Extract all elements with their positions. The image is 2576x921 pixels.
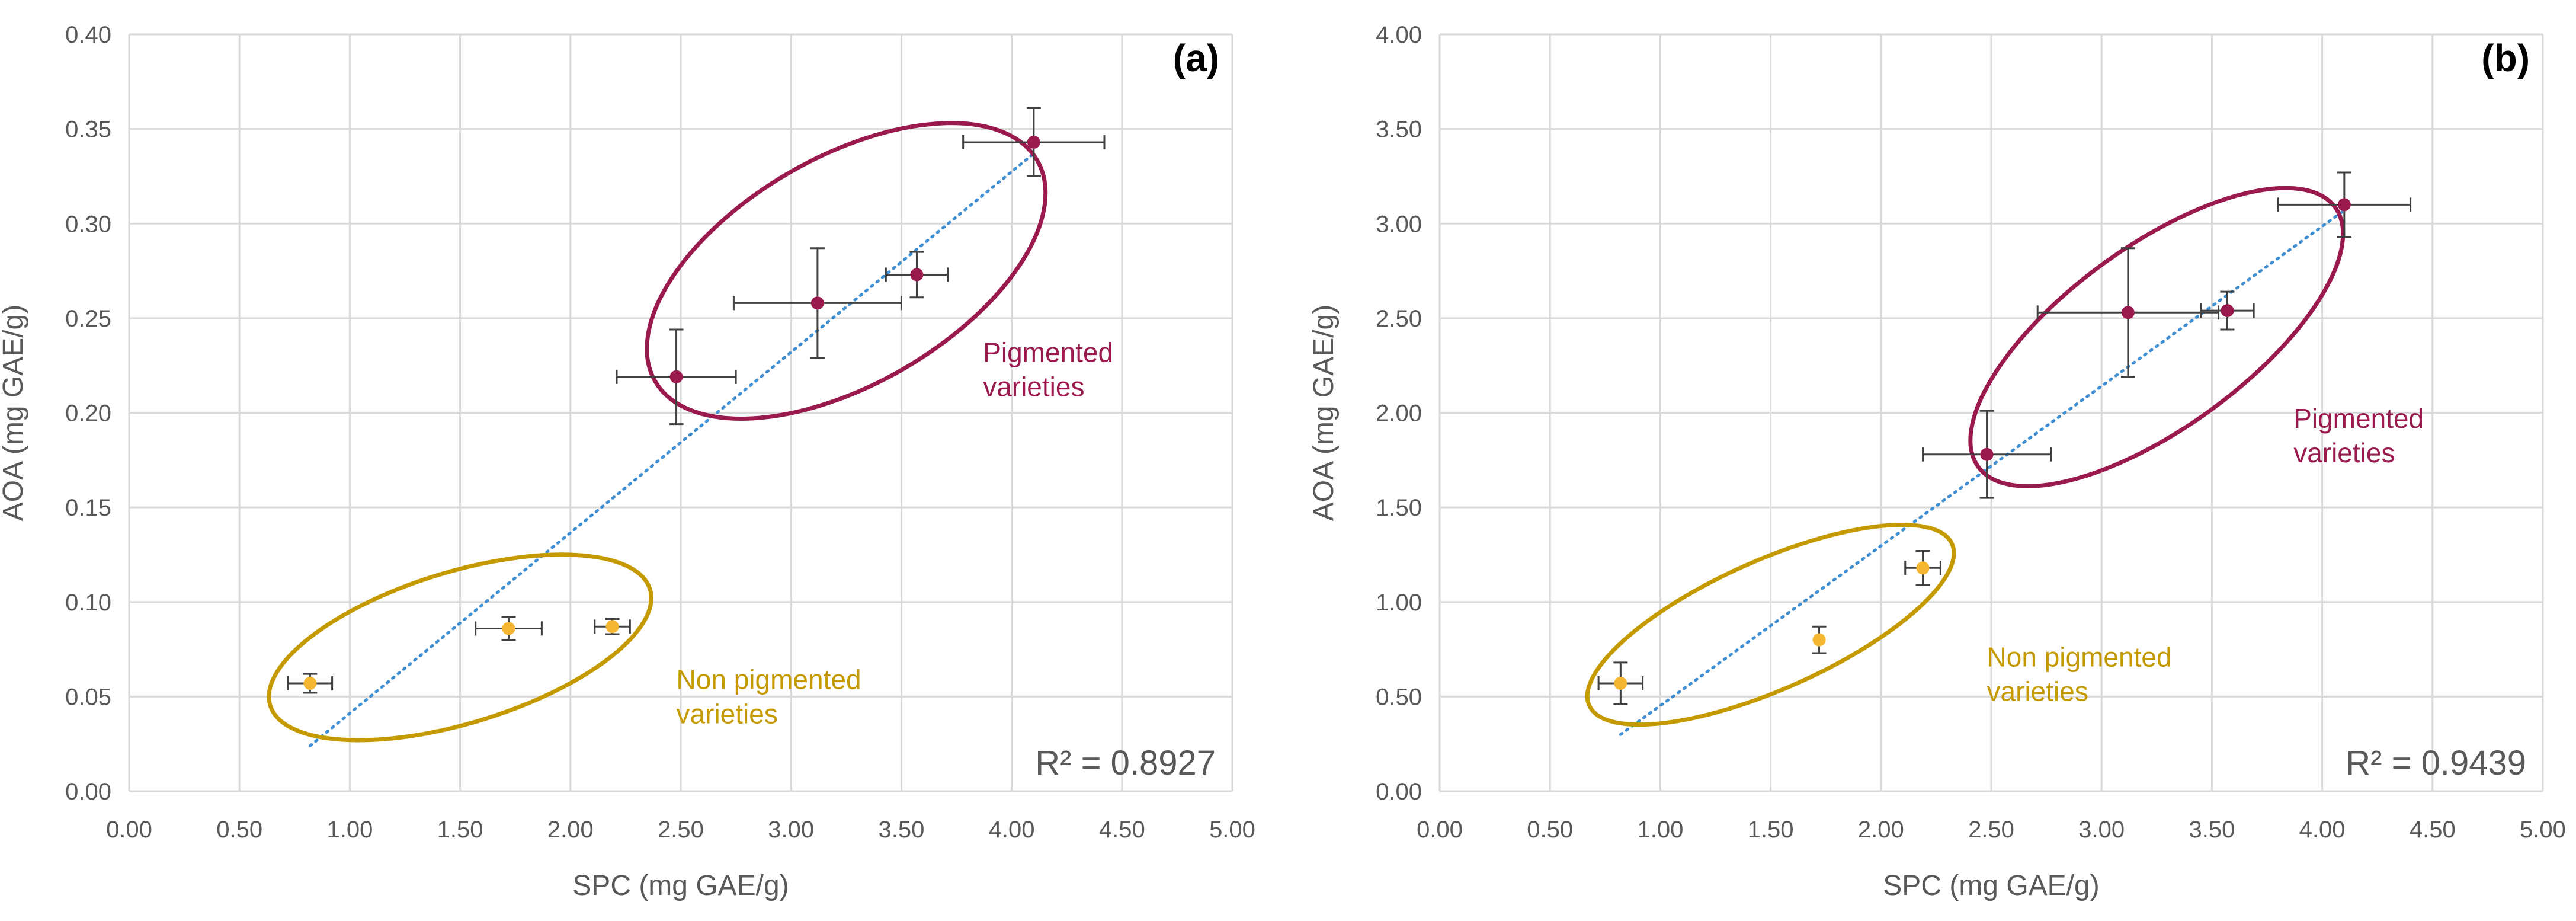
y-tick-label: 0.15	[65, 495, 111, 521]
y-tick-label: 0.00	[1376, 779, 1422, 805]
pigmented-annotation-line2: varieties	[2293, 437, 2395, 468]
nonpigmented-data-point	[1916, 561, 1930, 575]
x-tick-label: 0.00	[106, 817, 152, 843]
x-tick-label: 3.00	[2078, 817, 2125, 843]
x-tick-label: 1.00	[1637, 817, 1683, 843]
nonpigmented-data-point	[605, 620, 619, 634]
pigmented-data-point	[1027, 135, 1040, 149]
x-tick-label: 5.00	[2520, 817, 2566, 843]
x-tick-label: 1.00	[326, 817, 373, 843]
trendline	[308, 152, 1036, 747]
pigmented-data-point	[2221, 304, 2234, 318]
x-tick-label: 2.00	[1858, 817, 1904, 843]
pigmented-data-point	[2121, 306, 2135, 319]
nonpigmented-annotation-line2: varieties	[677, 699, 778, 730]
nonpigmented-group-ellipse	[267, 552, 653, 743]
x-axis-title: SPC (mg GAE/g)	[572, 870, 789, 901]
x-tick-label: 2.00	[547, 817, 594, 843]
y-tick-label: 0.05	[65, 684, 111, 710]
pigmented-data-point	[2337, 198, 2351, 212]
x-tick-label: 1.50	[437, 817, 483, 843]
x-tick-label: 4.00	[2299, 817, 2346, 843]
panel-a: 0.00 0.50 1.00 1.50 2.00 2.50 3.00 3.50 4.00 4.50…	[0, 22, 1255, 901]
x-tick-label: 1.50	[1748, 817, 1794, 843]
x-tick-label: 4.50	[1099, 817, 1145, 843]
pigmented-group-ellipse	[645, 121, 1048, 421]
pigmented-data-point	[910, 268, 924, 282]
y-tick-label: 0.30	[65, 211, 111, 237]
y-tick-label: 1.50	[1376, 495, 1422, 521]
pigmented-data-point	[1980, 447, 1994, 461]
y-tick-label: 0.40	[65, 22, 111, 48]
x-tick-label: 0.00	[1417, 817, 1463, 843]
y-tick-label: 0.00	[65, 779, 111, 805]
nonpigmented-data-point	[1614, 677, 1627, 690]
nonpigmented-annotation-line2: varieties	[1987, 676, 2088, 706]
nonpigmented-group-ellipse	[1585, 522, 1956, 727]
x-tick-label: 2.50	[1968, 817, 2014, 843]
panel-label: (a)	[1173, 37, 1219, 79]
x-tick-label: 0.50	[1527, 817, 1573, 843]
nonpigmented-data-point	[1812, 633, 1826, 647]
y-axis-title: AOA (mg GAE/g)	[1308, 305, 1340, 521]
r-squared-label: R² = 0.8927	[1035, 744, 1216, 782]
x-tick-label: 2.50	[658, 817, 704, 843]
x-tick-label: 4.00	[989, 817, 1035, 843]
nonpigmented-data-point	[502, 622, 515, 635]
pigmented-data-point	[669, 370, 683, 383]
y-tick-label: 0.10	[65, 590, 111, 616]
r-squared-label: R² = 0.9439	[2346, 744, 2526, 782]
y-tick-label: 1.00	[1376, 590, 1422, 616]
pigmented-group-ellipse	[1968, 186, 2346, 488]
y-tick-label: 3.00	[1376, 211, 1422, 237]
y-tick-label: 2.00	[1376, 401, 1422, 427]
pigmented-annotation-line1: Pigmented	[2293, 403, 2424, 434]
x-tick-label: 0.50	[216, 817, 262, 843]
pigmented-annotation-line2: varieties	[983, 371, 1084, 402]
nonpigmented-annotation-line1: Non pigmented	[1987, 641, 2172, 672]
y-tick-label: 0.25	[65, 306, 111, 332]
pigmented-data-point	[810, 296, 824, 310]
x-axis-title: SPC (mg GAE/g)	[1883, 870, 2099, 901]
x-tick-label: 3.50	[878, 817, 924, 843]
x-tick-label: 3.50	[2189, 817, 2235, 843]
x-tick-label: 5.00	[1209, 817, 1255, 843]
y-tick-label: 0.50	[1376, 684, 1422, 710]
y-axis-title: AOA (mg GAE/g)	[0, 305, 29, 521]
y-tick-label: 4.00	[1376, 22, 1422, 48]
y-tick-label: 0.20	[65, 401, 111, 427]
nonpigmented-data-point	[303, 677, 317, 690]
pigmented-annotation-line1: Pigmented	[983, 337, 1113, 367]
x-tick-label: 3.00	[768, 817, 814, 843]
y-tick-label: 2.50	[1376, 306, 1422, 332]
x-tick-label: 4.50	[2410, 817, 2456, 843]
y-tick-label: 0.35	[65, 117, 111, 143]
y-tick-label: 3.50	[1376, 117, 1422, 143]
nonpigmented-annotation-line1: Non pigmented	[677, 664, 861, 695]
panel-label: (b)	[2481, 37, 2530, 79]
panel-b: 0.00 0.50 1.00 1.50 2.00 2.50 3.00 3.50 4.00 4.50…	[1308, 22, 2566, 901]
